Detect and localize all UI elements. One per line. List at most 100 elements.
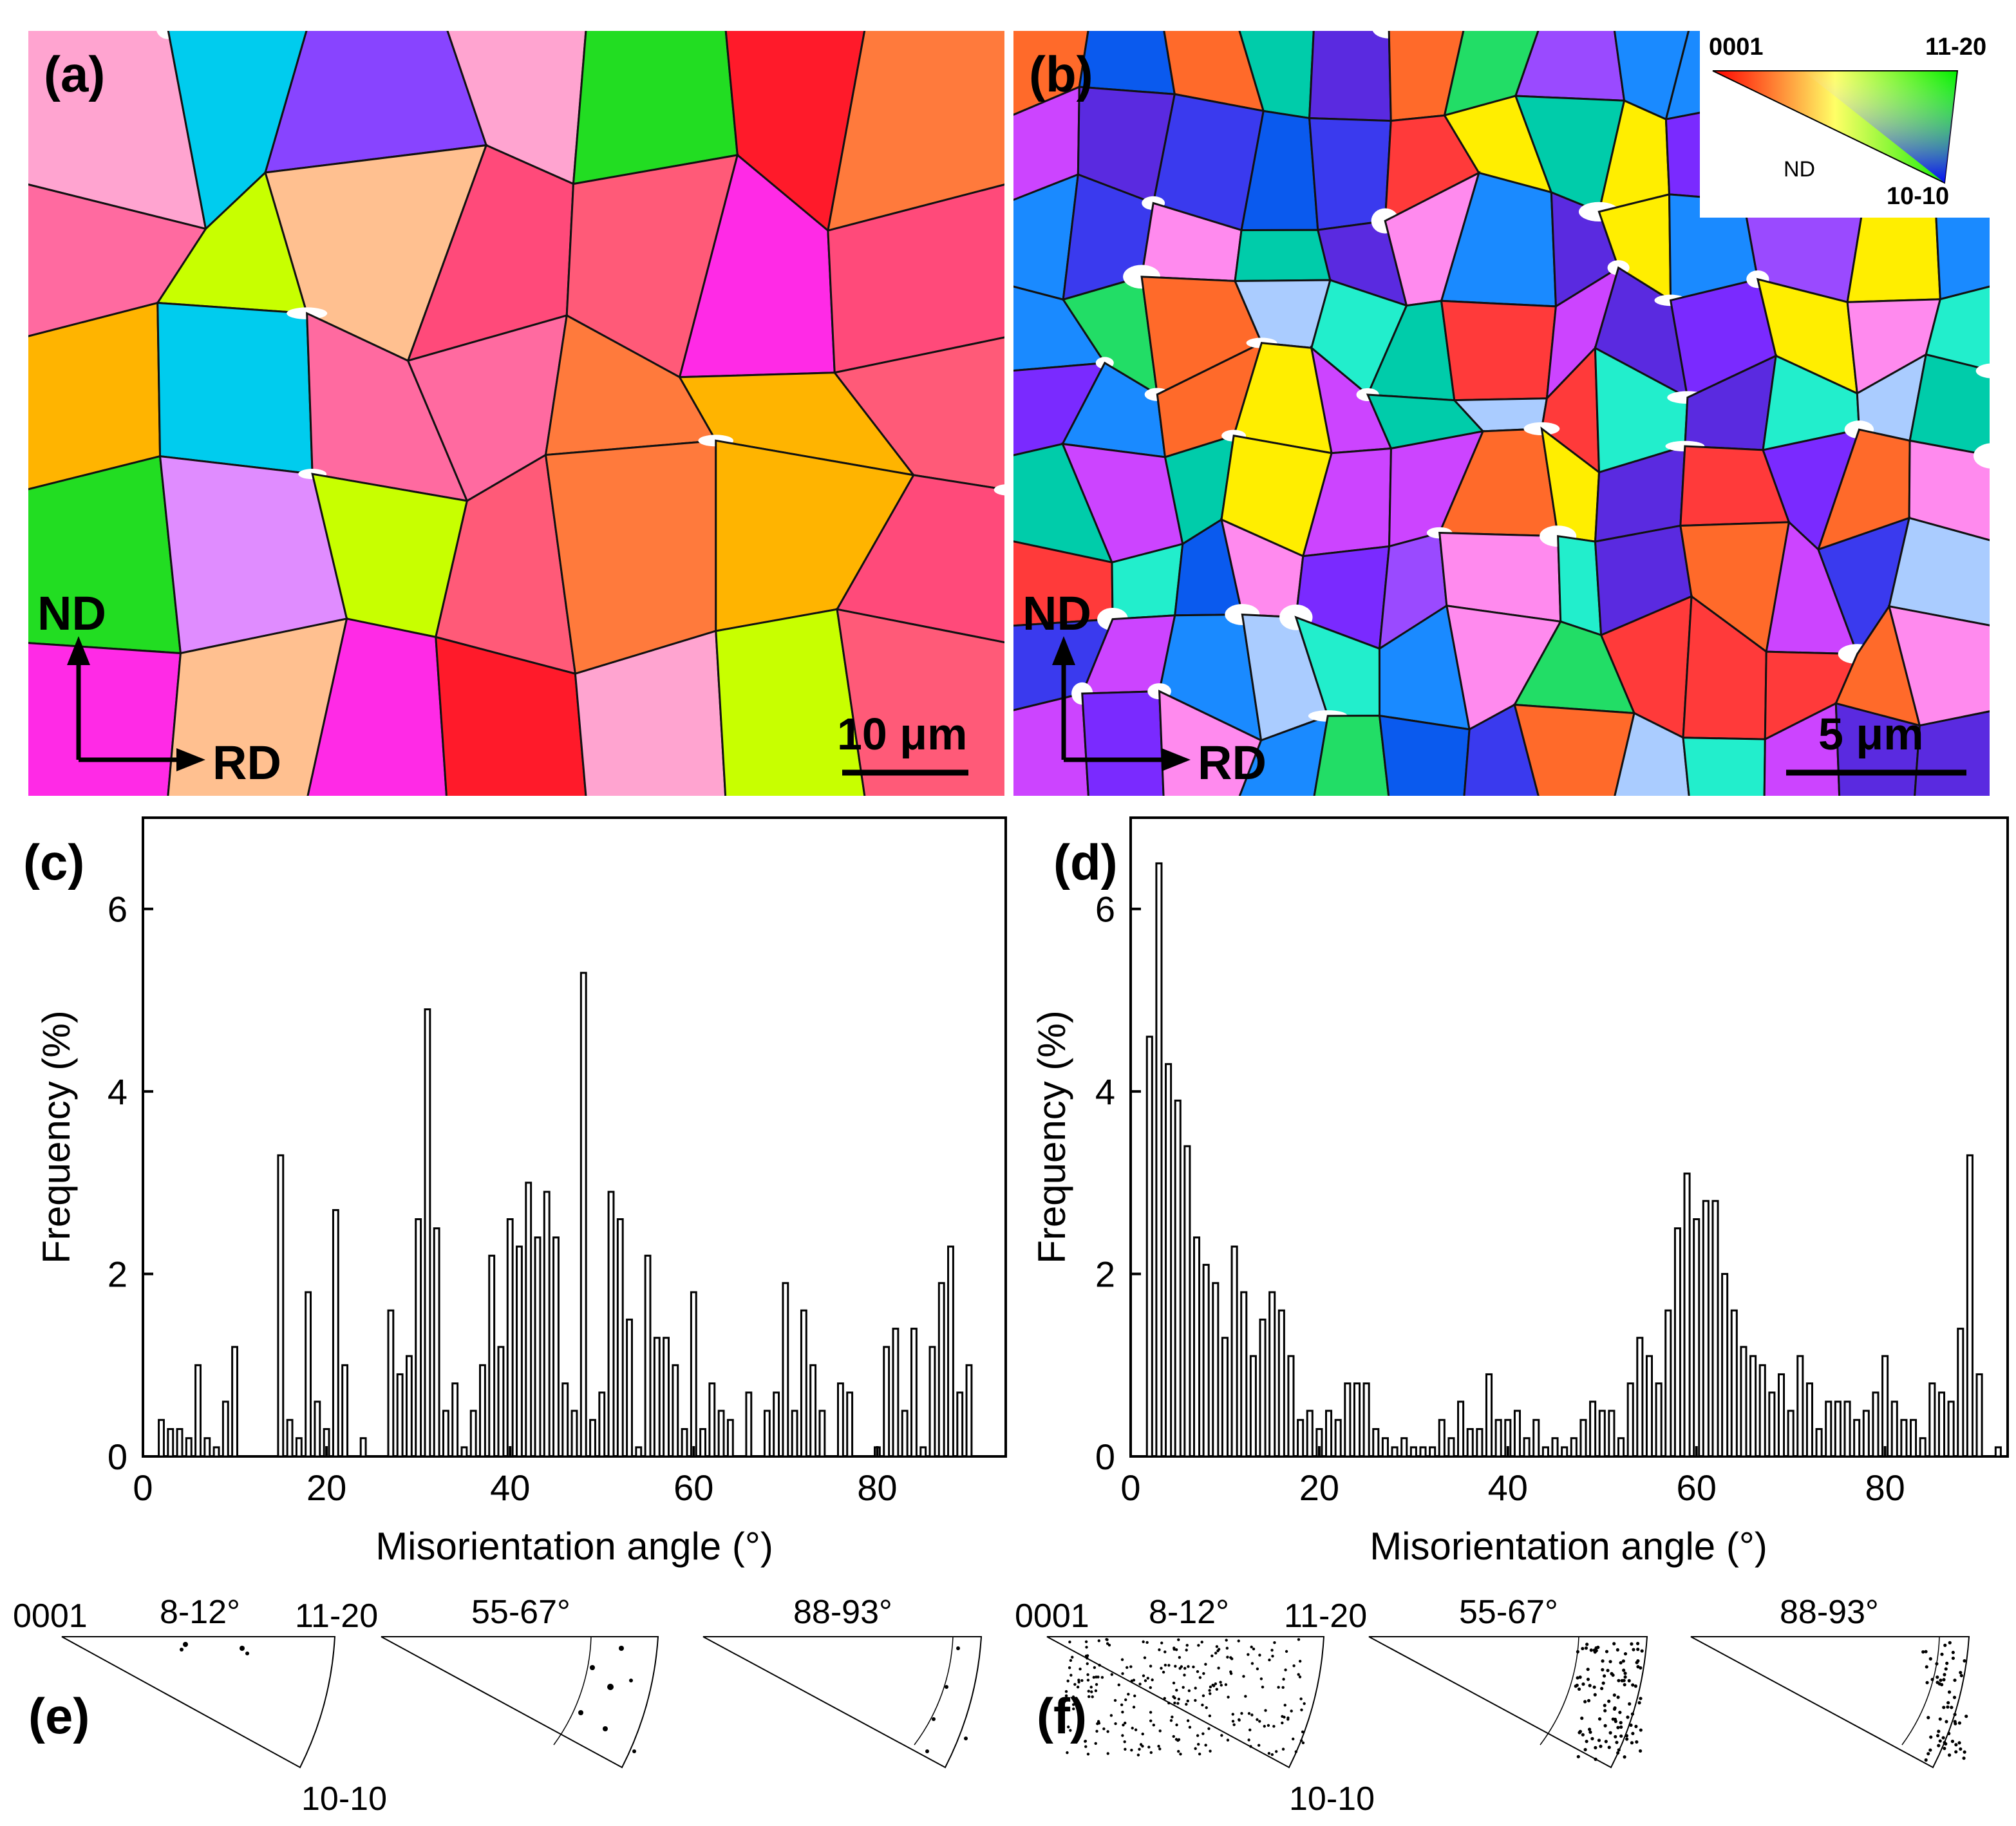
pole-point [1925,1665,1928,1669]
histogram-bar [1730,1309,1738,1458]
histogram-bar [1419,1446,1427,1458]
pole-point [1281,1747,1285,1751]
pole-point [1132,1706,1136,1709]
pole-point [1201,1703,1204,1707]
pole-point [1623,1652,1628,1656]
pole-point [1946,1700,1950,1705]
pole-point [1603,1704,1606,1708]
pole-point [1943,1643,1947,1647]
histogram-bar [506,1218,514,1458]
pole-point [1944,1667,1948,1671]
pf-f-label-11-20: 11-20 [1284,1597,1368,1635]
histogram-bar [332,1209,339,1458]
pole-point [1594,1757,1597,1761]
pole-point [1263,1724,1266,1728]
pole-point [1186,1719,1190,1722]
scale-bar-label-a: 10 μm [837,709,968,759]
histogram-bar [1155,862,1163,1458]
pole-point [1100,1676,1104,1679]
pole-point [1963,1659,1966,1663]
pole-point [1597,1717,1602,1721]
pole-point [1110,1673,1114,1676]
pole-point [1299,1697,1303,1700]
pole-point [1091,1695,1094,1699]
pole-point [1211,1654,1214,1658]
pole-point [1158,1747,1162,1751]
pole-point [1603,1709,1607,1713]
pole-point [1250,1713,1254,1717]
pole-point [1936,1675,1939,1679]
grain [1682,737,1766,796]
pole-point [1069,1673,1073,1677]
pole-point [1616,1648,1619,1652]
ipf-label-0001: 0001 [1709,33,1764,61]
pole-point [1238,1718,1241,1722]
pole-point [1172,1735,1175,1738]
histogram-bar [1561,1446,1569,1458]
histogram-bar [800,1309,807,1458]
pole-point [1947,1690,1952,1694]
pole-point [1204,1662,1207,1666]
ipf-label-10-10: 10-10 [1887,183,1950,210]
histogram-bar [1372,1427,1380,1458]
pole-point [1158,1648,1161,1652]
pole-point [1226,1655,1229,1659]
pole-point [1106,1642,1109,1645]
histogram-bar [1221,1337,1229,1458]
histogram-bar [221,1400,229,1458]
axis-label-rd-a: RD [212,736,281,789]
pole-point [1120,1658,1124,1661]
pole-point [1632,1648,1635,1652]
histogram-bar [589,1418,596,1458]
pole-figure-e-2 [381,1636,659,1769]
histogram-bar [1966,1154,1974,1458]
pole-point [1207,1727,1211,1730]
pole-point [1247,1653,1250,1656]
pole-point [1216,1649,1220,1653]
histogram-bar [433,1227,440,1458]
pf-e-label-range-1: 8-12° [160,1594,240,1631]
pole-point [1177,1738,1181,1742]
histogram-bar [1589,1400,1597,1458]
histogram-bar [1174,1099,1182,1458]
pole-point [1952,1695,1957,1699]
unindexed-gap [1975,363,1990,379]
histogram-bar [1145,1035,1153,1458]
pole-point [1145,1641,1149,1644]
pole-point [1283,1704,1286,1707]
pole-point [1270,1753,1274,1756]
pole-point [1940,1652,1944,1656]
pole-point [1947,1731,1951,1735]
pole-point [1219,1680,1222,1684]
pole-point [1177,1638,1180,1641]
histogram-bar [635,1446,643,1458]
histogram-bar [1664,1309,1672,1458]
pole-point [1250,1662,1254,1665]
pole-point [1268,1658,1271,1662]
pole-point [1086,1679,1090,1682]
pole-point [1261,1685,1265,1689]
grain [1378,714,1471,796]
histogram-bar [1165,1063,1173,1458]
pole-point [1612,1693,1616,1697]
histogram-bar [1494,1418,1502,1458]
histogram-bar [1353,1382,1361,1458]
pole-point [1592,1685,1596,1689]
pole-point [1615,1740,1619,1744]
pole-point [1198,1752,1201,1756]
histogram-bar [1834,1400,1842,1458]
histogram-bar [663,1337,670,1458]
pole-point [1146,1677,1149,1680]
histogram-bar [607,1191,615,1458]
pole-point [1220,1684,1223,1687]
x-tick-label: 40 [1488,1467,1528,1508]
histogram-bar [359,1437,367,1458]
pole-point [1597,1738,1601,1742]
pole-point [1600,1686,1604,1691]
histogram-bar [1297,1418,1305,1458]
pole-point [1208,1714,1212,1718]
pole-point [1639,1728,1643,1732]
pole-point [1114,1722,1117,1726]
histogram-bar [919,1446,927,1458]
pole-point [1182,1686,1185,1689]
